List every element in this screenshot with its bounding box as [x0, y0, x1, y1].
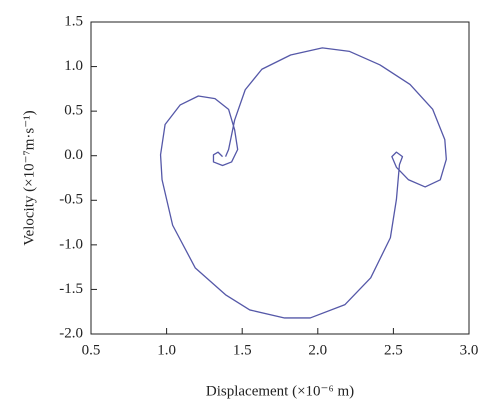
y-tick-label: -1.0: [59, 236, 83, 252]
x-tick-label: 0.5: [82, 342, 101, 358]
plot-frame: [90, 21, 470, 335]
y-tick-label: 1.0: [64, 58, 83, 74]
y-tick-label: -0.5: [59, 192, 83, 208]
x-axis-label: Displacement (×10⁻⁶ m): [206, 383, 354, 399]
y-tick-label: -1.5: [59, 281, 83, 297]
x-tick-label: 3.0: [460, 342, 479, 358]
y-axis-label: Velocity (×10⁻⁷m·s⁻¹): [21, 110, 37, 245]
x-tick-label: 1.5: [233, 342, 252, 358]
trajectory-line: [159, 47, 447, 319]
y-tick-label: 0.5: [64, 103, 83, 119]
y-tick-label: 1.5: [64, 13, 83, 29]
x-tick-label: 2.0: [308, 342, 327, 358]
x-tick-label: 1.0: [157, 342, 176, 358]
y-tick-label: 0.0: [64, 147, 83, 163]
x-tick-label: 2.5: [384, 342, 403, 358]
y-tick-label: -2.0: [59, 325, 83, 341]
